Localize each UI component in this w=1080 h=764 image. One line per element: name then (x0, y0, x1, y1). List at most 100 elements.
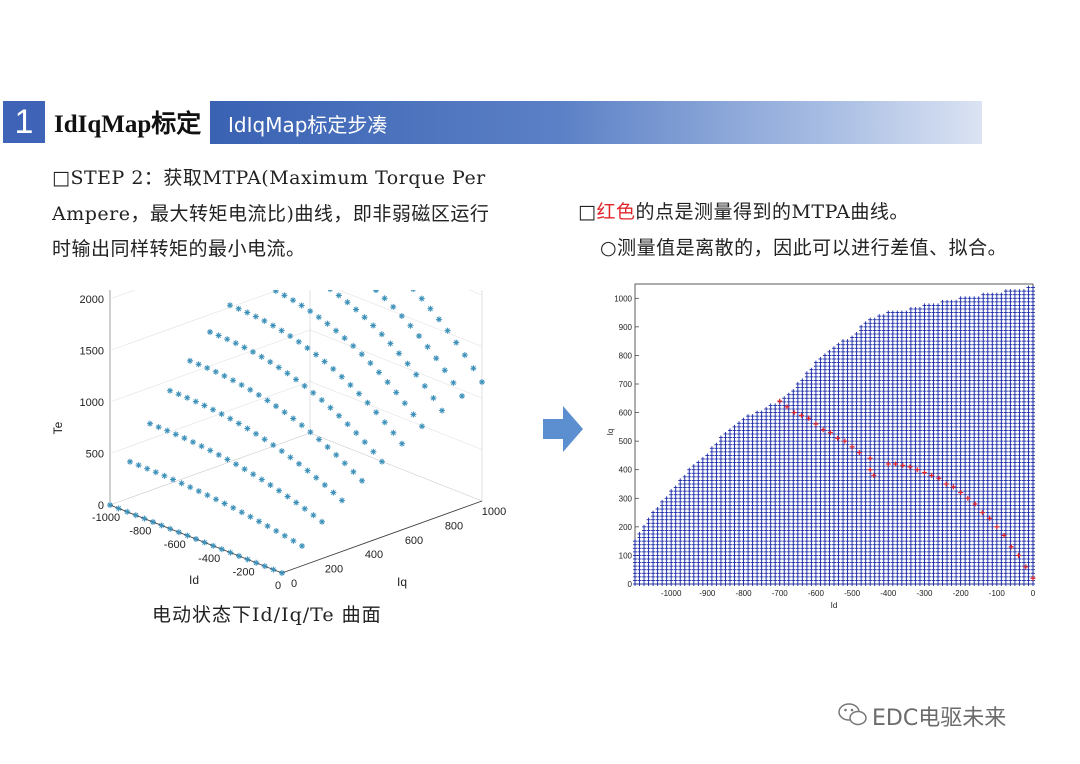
data-point (687, 553, 692, 558)
data-point (315, 314, 322, 321)
data-point (700, 496, 705, 501)
data-point (227, 549, 234, 556)
data-point (714, 532, 719, 536)
data-point (295, 338, 302, 345)
data-point (238, 381, 245, 388)
data-point (678, 478, 683, 483)
data-point (244, 309, 251, 316)
data-point (687, 503, 692, 508)
data-point (264, 397, 271, 404)
data-point (682, 532, 687, 536)
data-point (678, 532, 683, 536)
data-point (709, 517, 714, 522)
data-point (664, 553, 669, 558)
x-axis-label: Id (189, 573, 199, 587)
data-point (284, 370, 291, 377)
data-point (664, 574, 669, 579)
data-point (709, 578, 714, 583)
data-point (244, 425, 251, 432)
data-point (709, 532, 714, 536)
data-point (633, 546, 637, 551)
data-point (660, 517, 665, 522)
data-point (642, 564, 647, 569)
data-point (709, 528, 714, 533)
x-tick-label: -600 (164, 539, 186, 551)
data-point (407, 322, 414, 329)
data-point (673, 567, 678, 572)
data-point (714, 524, 719, 529)
data-point (637, 532, 642, 536)
data-point (210, 542, 217, 549)
data-point (687, 471, 692, 476)
data-point (258, 353, 265, 360)
data-point (339, 497, 345, 504)
y-tick-label: 600 (405, 535, 423, 547)
data-point (660, 560, 665, 565)
mtpa-scatter-chart: -1000 -900 -800 -700 -600 -500 -400 -300 -200 -10… (606, 283, 1036, 610)
grid-line (109, 381, 483, 454)
data-point (655, 557, 660, 561)
data-point (673, 535, 678, 540)
data-point (696, 578, 701, 583)
data-point (705, 567, 710, 572)
data-point (673, 507, 678, 511)
data-point (709, 474, 714, 479)
data-point (655, 549, 660, 554)
grid-line (109, 290, 483, 351)
data-point (293, 499, 300, 506)
data-point (660, 553, 665, 558)
data-point (192, 398, 199, 405)
data-point (660, 503, 665, 508)
data-point (673, 517, 678, 522)
data-point (700, 578, 705, 583)
data-point (646, 528, 651, 533)
data-point (669, 571, 674, 576)
data-point (705, 564, 710, 569)
data-point (150, 519, 156, 525)
data-point (687, 574, 692, 579)
data-point (673, 549, 678, 554)
data-point (714, 574, 719, 579)
data-point (709, 553, 714, 558)
data-point (669, 528, 674, 533)
data-point (687, 582, 692, 586)
data-point (709, 496, 714, 501)
data-point (258, 476, 265, 483)
data-point (660, 539, 665, 544)
data-point (678, 489, 683, 494)
data-point (338, 373, 345, 380)
data-point (714, 582, 719, 586)
data-point (682, 507, 687, 511)
data-point (651, 514, 656, 519)
data-point (664, 567, 669, 572)
data-point (333, 451, 340, 458)
data-point (646, 578, 651, 583)
data-point (705, 582, 710, 586)
data-point (696, 549, 701, 554)
data-point (637, 546, 642, 551)
data-point (709, 560, 714, 565)
data-point (700, 514, 705, 519)
data-point (187, 484, 194, 491)
data-point (696, 553, 701, 558)
data-point (181, 435, 188, 442)
data-point (404, 360, 411, 367)
data-point (673, 496, 678, 501)
data-point (642, 549, 647, 554)
data-point (687, 478, 692, 483)
data-point (660, 542, 665, 547)
data-point (682, 553, 687, 558)
data-point (252, 313, 259, 320)
z-tick-label: 500 (86, 449, 104, 461)
data-point (646, 549, 651, 554)
left-text-line-3: 时输出同样转矩的最小电流。 (52, 238, 306, 260)
data-point (709, 457, 714, 461)
data-point (687, 482, 692, 486)
data-point (700, 485, 705, 490)
data-point (705, 560, 710, 565)
z-tick-label: 0 (98, 500, 104, 512)
data-point (696, 507, 701, 511)
data-point (714, 517, 719, 522)
data-point (190, 439, 196, 446)
data-point (664, 499, 669, 504)
